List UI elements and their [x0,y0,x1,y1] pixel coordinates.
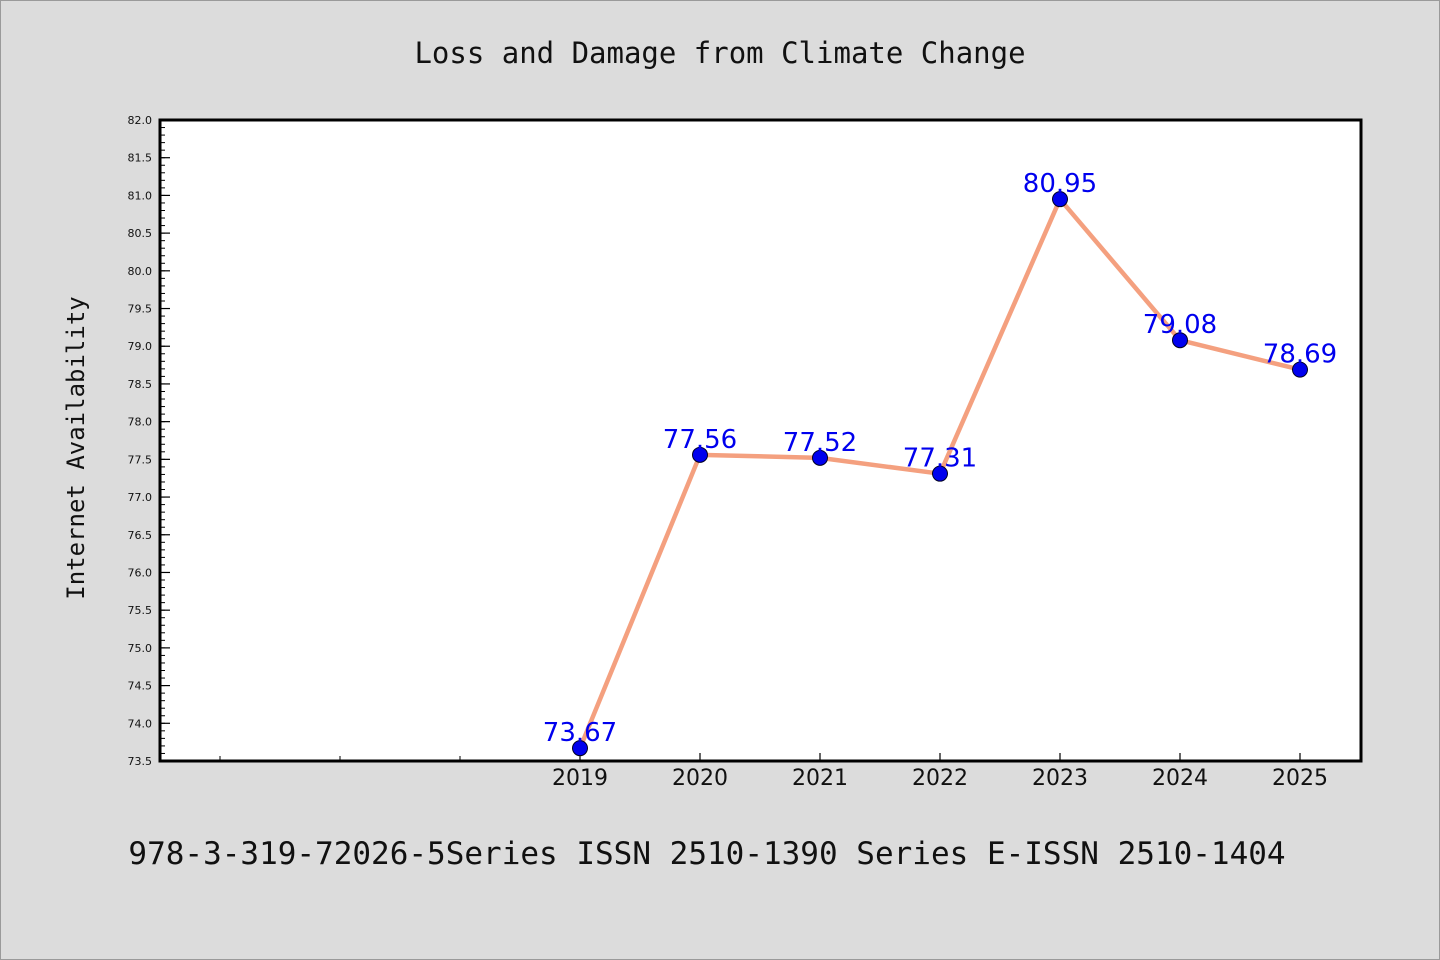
data-label: 80.95 [1023,169,1097,199]
y-tick-label: 76.0 [128,566,153,579]
y-tick-label: 81.5 [128,152,153,165]
y-tick-label: 79.5 [128,303,153,316]
y-tick-label: 81.0 [128,189,153,202]
y-axis-ticks: 73.5 74.0 74.5 75.0 75.5 76.0 76.5 77.0 77.5 78.0… [128,114,170,768]
x-tick-label: 2020 [672,766,728,791]
data-point [572,740,588,757]
y-tick-label: 77.0 [128,491,153,504]
chart-title: Loss and Damage from Climate Change [414,36,1025,70]
data-label: 78.69 [1263,340,1337,370]
y-tick-label: 80.5 [128,227,153,240]
data-labels: 73.67 77.56 77.52 77.31 80.95 79.08 78.69 [543,169,1337,748]
y-tick-label: 76.5 [128,529,153,542]
x-axis-ticks: 2019 2020 2021 2022 2023 2024 2025 [219,753,1328,791]
x-tick-label: 2023 [1032,766,1088,791]
y-tick-label: 77.5 [128,453,153,466]
y-tick-label: 75.0 [128,642,153,655]
x-tick-label: 2019 [552,766,608,791]
data-label: 79.08 [1143,310,1217,340]
y-tick-label: 73.5 [128,755,153,768]
data-point [932,465,948,482]
x-tick-label: 2024 [1152,766,1208,791]
y-tick-label: 75.5 [128,604,153,617]
data-point [812,449,828,466]
y-tick-label: 74.5 [128,680,153,693]
data-label: 77.31 [903,444,977,474]
data-point-markers [572,191,1308,757]
plot-area [160,120,1361,761]
y-axis-label: Internet Availability [62,296,90,599]
data-point [1052,191,1068,208]
x-tick-label: 2021 [792,766,848,791]
plot-border [158,118,1363,763]
y-tick-label: 74.0 [128,717,153,730]
data-point [1292,361,1308,378]
y-tick-label: 80.0 [128,265,153,278]
y-tick-label: 78.0 [128,416,153,429]
data-point [692,446,708,463]
y-tick-label: 82.0 [128,114,153,127]
x-tick-label: 2022 [912,766,968,791]
data-label: 77.56 [663,425,737,455]
y-tick-label: 78.5 [128,378,153,391]
data-label: 77.52 [783,428,857,458]
data-point [1172,332,1188,349]
footer-isbn-text: 978-3-319-72026-5Series ISSN 2510-1390 S… [128,836,1285,872]
data-label: 73.67 [543,718,617,748]
x-tick-label: 2025 [1272,766,1328,791]
y-tick-label: 79.0 [128,340,153,353]
